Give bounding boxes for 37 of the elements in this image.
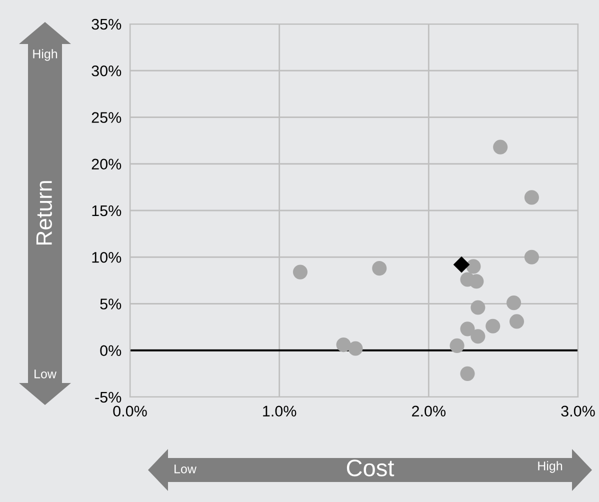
- y-tick-label: 35%: [92, 18, 122, 30]
- point: [372, 261, 387, 276]
- y-tick-label: 0%: [100, 345, 122, 356]
- text: High: [33, 49, 58, 61]
- x-tick-label: 2.0%: [412, 406, 446, 417]
- point: [336, 337, 351, 352]
- text: Low: [174, 464, 196, 474]
- point: [292, 264, 308, 280]
- point: [469, 274, 484, 289]
- y-tick-label: -5%: [95, 392, 122, 403]
- point: [460, 322, 475, 336]
- x-tick-label: 3.0%: [561, 406, 595, 417]
- y-tick-label: 10%: [92, 252, 122, 263]
- x-axis-title: Cost: [346, 460, 394, 476]
- y-tick-label: 15%: [92, 205, 122, 216]
- point: [524, 250, 539, 264]
- y-tick-label: 25%: [92, 112, 122, 123]
- point: [509, 314, 524, 329]
- y-tick-label: 5%: [100, 298, 122, 310]
- point: [470, 300, 486, 315]
- x-tick-label: 0.0%: [113, 406, 147, 417]
- y-tick-label: 20%: [92, 158, 122, 170]
- point: [466, 259, 481, 274]
- point: [450, 338, 464, 353]
- x-tick-label: 1.0%: [263, 406, 296, 417]
- y-tick-label: 30%: [92, 65, 122, 76]
- text: High: [538, 461, 562, 473]
- point: [506, 296, 522, 310]
- point: [348, 341, 363, 356]
- text: Low: [34, 370, 56, 378]
- y-axis-title: Return: [36, 181, 52, 245]
- point: [453, 256, 470, 273]
- point: [470, 329, 486, 344]
- point: [524, 190, 539, 205]
- point: [460, 366, 475, 381]
- point: [486, 318, 500, 334]
- point: [493, 140, 508, 154]
